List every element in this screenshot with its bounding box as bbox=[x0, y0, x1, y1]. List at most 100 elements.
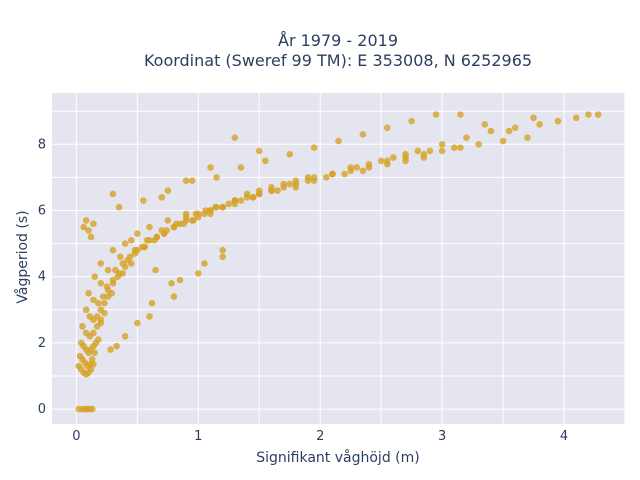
scatter-point bbox=[86, 361, 94, 368]
scatter-point bbox=[93, 313, 101, 320]
scatter-point bbox=[194, 270, 202, 277]
scatter-point bbox=[109, 190, 117, 198]
scatter-point bbox=[475, 141, 483, 148]
scatter-point bbox=[87, 233, 95, 241]
scatter-point bbox=[481, 121, 489, 128]
y-tick-label: 8 bbox=[38, 137, 46, 152]
x-axis-ticks: 0 1 2 3 4 bbox=[72, 429, 568, 444]
scatter-point bbox=[153, 233, 161, 241]
scatter-point bbox=[95, 299, 102, 307]
scatter-point bbox=[255, 147, 263, 155]
scatter-point bbox=[79, 323, 86, 330]
scatter-point bbox=[457, 111, 464, 118]
scatter-point bbox=[103, 283, 111, 290]
scatter-point bbox=[359, 167, 367, 175]
scatter-point bbox=[97, 260, 105, 267]
scatter-point bbox=[390, 154, 397, 161]
scatter-point bbox=[140, 197, 147, 204]
scatter-point bbox=[262, 157, 269, 165]
scatter-point bbox=[158, 227, 166, 234]
x-tick-label: 3 bbox=[438, 429, 446, 444]
scatter-point bbox=[292, 184, 300, 191]
scatter-point bbox=[451, 144, 458, 151]
x-tick-label: 4 bbox=[560, 429, 568, 444]
scatter-point bbox=[134, 319, 141, 327]
scatter-point bbox=[219, 203, 226, 211]
grid-lines bbox=[52, 93, 626, 424]
scatter-point bbox=[170, 223, 178, 231]
scatter-point bbox=[249, 193, 257, 201]
scatter-point bbox=[213, 203, 220, 211]
scatter-point bbox=[286, 180, 294, 188]
scatter-point bbox=[231, 134, 239, 141]
scatter-point bbox=[201, 260, 208, 267]
scatter-point bbox=[90, 329, 97, 337]
scatter-point bbox=[511, 124, 519, 132]
scatter-point bbox=[141, 243, 148, 251]
scatter-point bbox=[101, 299, 108, 307]
scatter-point bbox=[585, 111, 592, 118]
scatter-point bbox=[131, 246, 139, 254]
x-tick-label: 2 bbox=[316, 429, 324, 444]
scatter-point bbox=[554, 117, 562, 125]
scatter-point bbox=[402, 150, 409, 158]
chart-title-line-2: Koordinat (Sweref 99 TM): E 353008, N 62… bbox=[144, 51, 532, 70]
scatter-point bbox=[487, 127, 495, 135]
scatter-point bbox=[213, 174, 220, 181]
scatter-point bbox=[109, 276, 117, 284]
scatter-point bbox=[426, 147, 434, 155]
scatter-point bbox=[359, 131, 367, 138]
scatter-point bbox=[188, 217, 196, 224]
scatter-point bbox=[176, 276, 184, 284]
scatter-point bbox=[286, 150, 294, 158]
scatter-point bbox=[158, 193, 166, 201]
scatter-point bbox=[231, 197, 239, 204]
scatter-point bbox=[219, 253, 226, 261]
scatter-point bbox=[341, 170, 348, 178]
scatter-point bbox=[225, 200, 233, 208]
scatter-point bbox=[365, 160, 373, 168]
scatter-point bbox=[182, 210, 190, 218]
scatter-point bbox=[408, 117, 415, 125]
scatter-point bbox=[530, 114, 537, 122]
scatter-point bbox=[243, 190, 251, 198]
scatter-point bbox=[97, 280, 105, 287]
scatter-point bbox=[88, 356, 96, 363]
scatter-point bbox=[353, 164, 361, 171]
scatter-point bbox=[463, 134, 470, 141]
chart-title: År 1979 - 2019 Koordinat (Sweref 99 TM):… bbox=[144, 31, 532, 70]
y-axis-ticks: 0 2 4 6 8 bbox=[38, 137, 46, 417]
scatter-point bbox=[115, 203, 123, 211]
y-tick-label: 0 bbox=[38, 402, 46, 417]
scatter-point bbox=[237, 164, 245, 171]
scatter-point bbox=[594, 111, 602, 118]
chart-title-line-1: År 1979 - 2019 bbox=[278, 31, 398, 50]
x-tick-label: 0 bbox=[72, 429, 80, 444]
scatter-point bbox=[420, 150, 428, 158]
scatter-point bbox=[304, 177, 312, 185]
scatter-point bbox=[280, 180, 287, 188]
scatter-point bbox=[182, 217, 190, 224]
scatter-point bbox=[90, 296, 97, 304]
y-tick-label: 6 bbox=[38, 204, 46, 219]
scatter-point bbox=[85, 289, 92, 297]
scatter-point bbox=[90, 220, 97, 228]
scatter-point bbox=[255, 190, 263, 198]
scatter-point bbox=[237, 197, 245, 204]
scatter-point bbox=[572, 114, 580, 122]
scatter-point bbox=[536, 121, 543, 128]
scatter-point bbox=[164, 187, 172, 194]
scatter-point bbox=[274, 187, 281, 194]
scatter-point bbox=[146, 313, 153, 320]
scatter-point bbox=[121, 332, 129, 340]
scatter-point bbox=[127, 236, 135, 244]
scatter-point bbox=[329, 170, 336, 178]
x-axis-label: Signifikant våghöjd (m) bbox=[256, 449, 419, 466]
scatter-point bbox=[207, 164, 214, 171]
scatter-point bbox=[121, 240, 129, 247]
scatter-points bbox=[75, 111, 602, 413]
scatter-point bbox=[119, 260, 127, 267]
scatter-point bbox=[377, 157, 385, 165]
y-tick-label: 2 bbox=[38, 336, 46, 351]
scatter-point bbox=[91, 273, 98, 281]
